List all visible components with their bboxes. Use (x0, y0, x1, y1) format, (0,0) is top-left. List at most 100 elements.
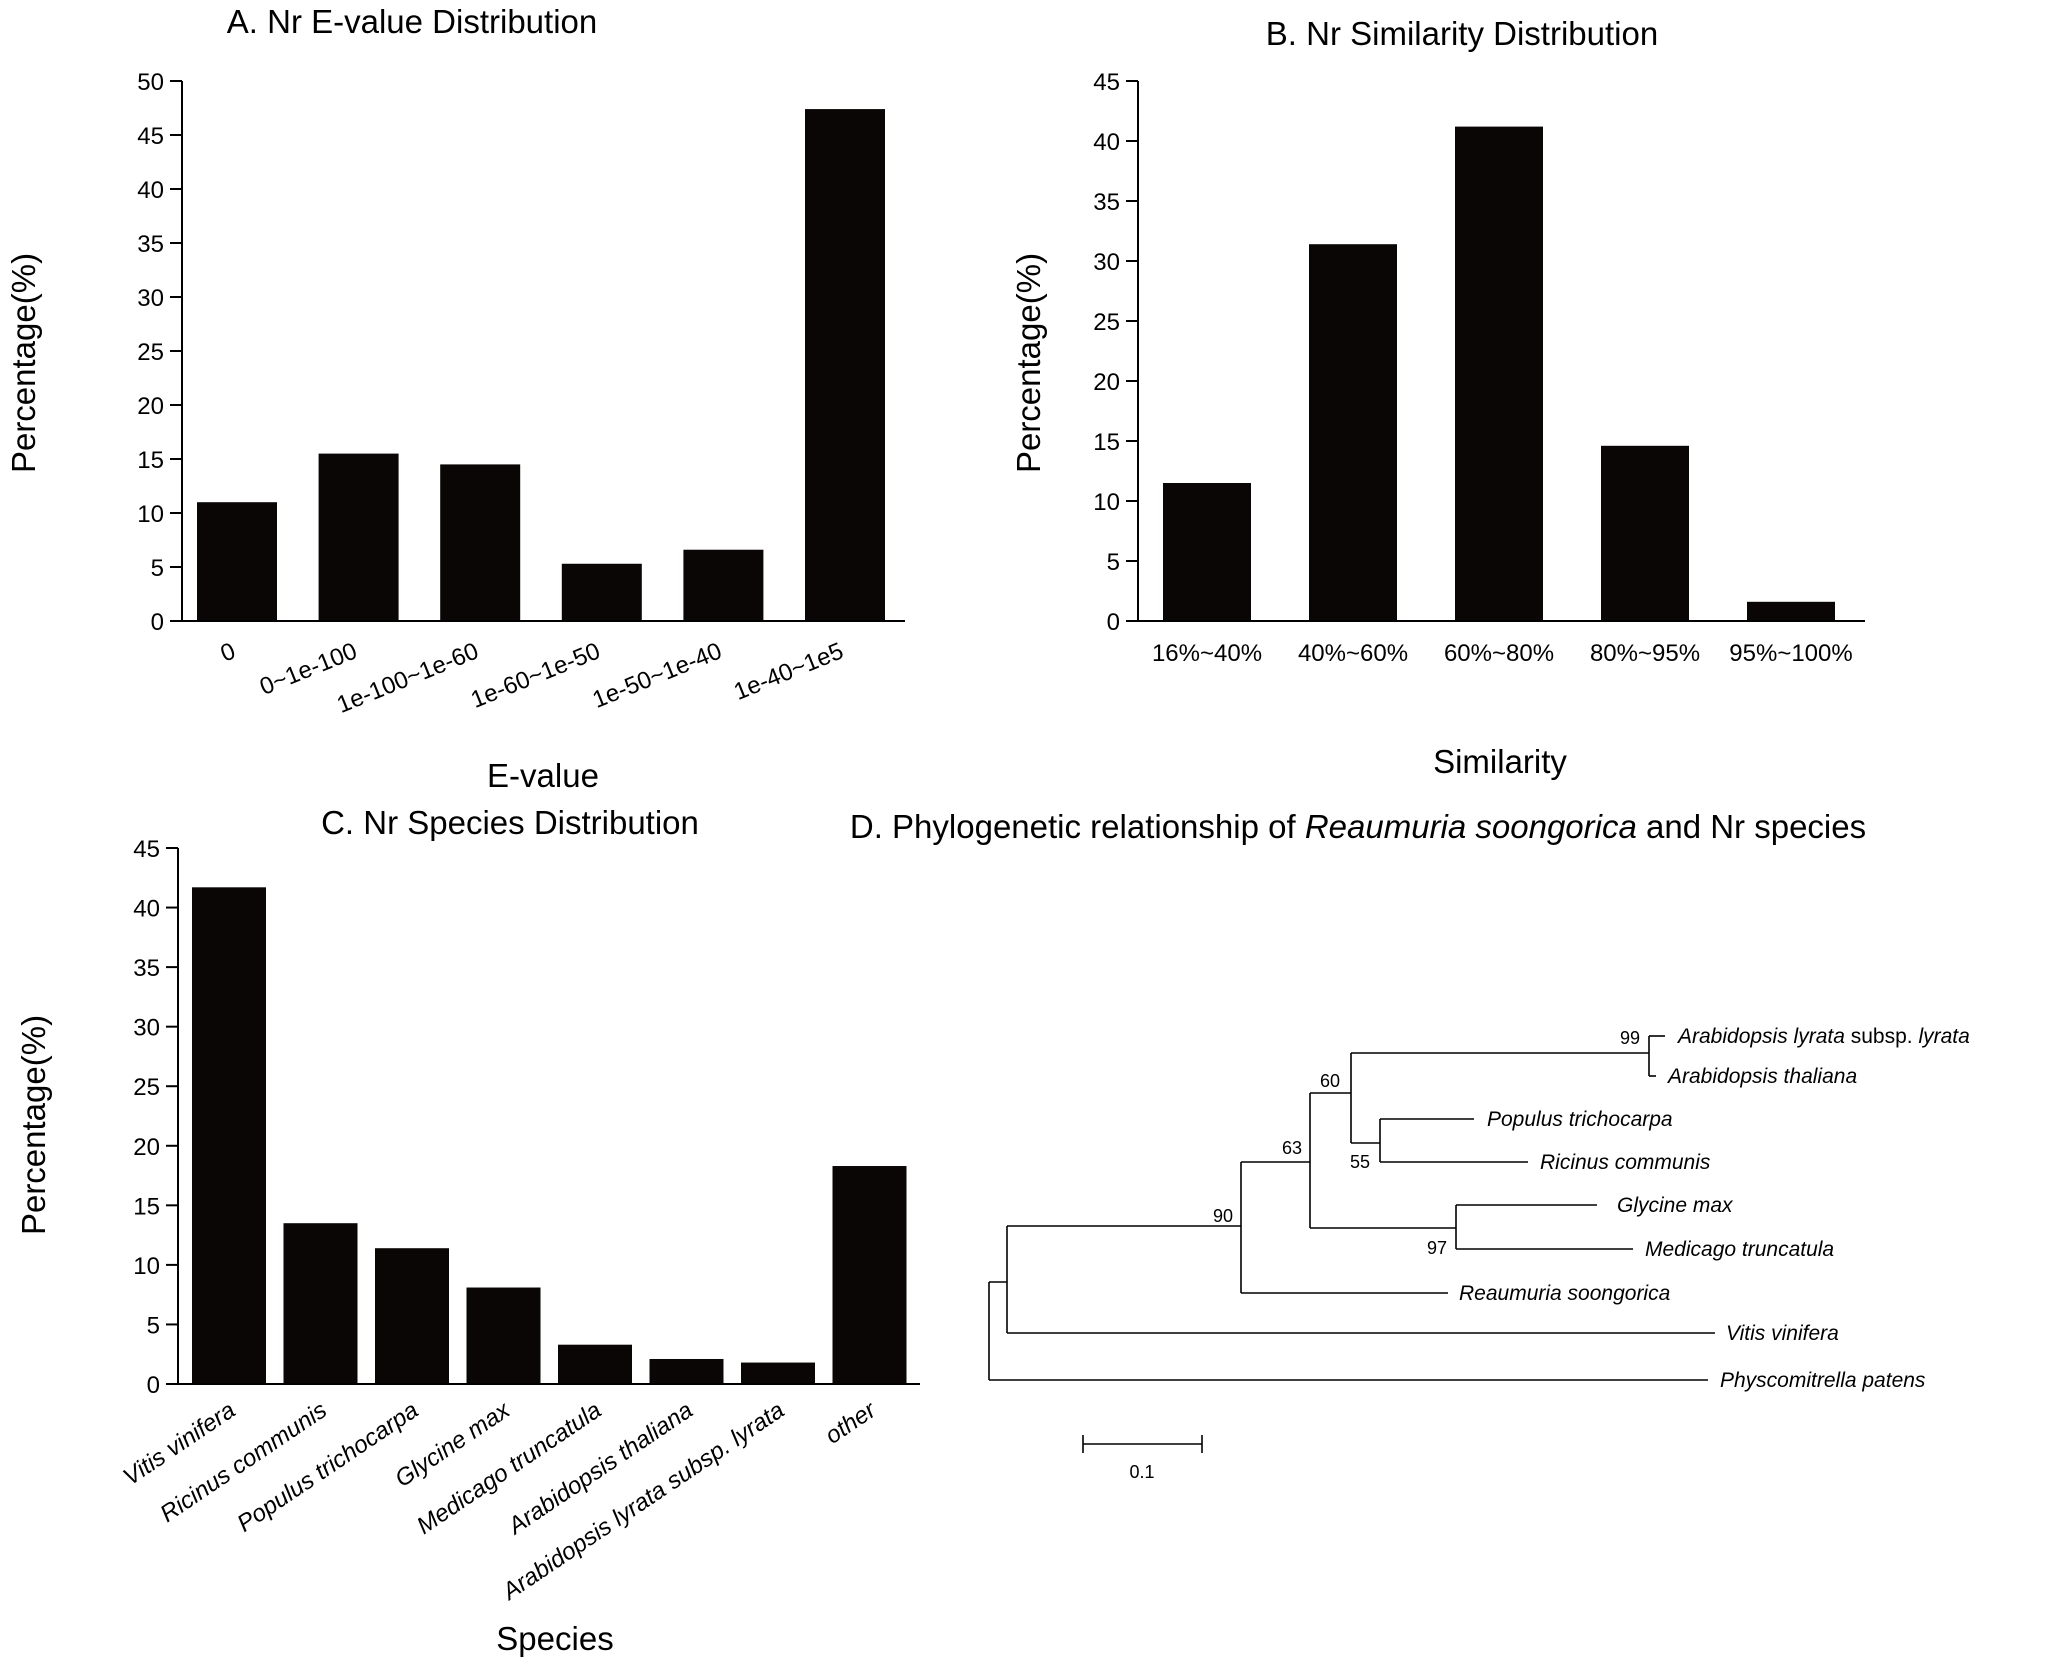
y-tick-label: 40 (137, 177, 164, 204)
panel-a-category-labels: 0 0~1e-1001e-100~1e-601e-60~1e-501e-50~1e… (217, 638, 848, 719)
panel-c-y-ticks: 0 5 10 15 20 25 30 35 40 45 (133, 836, 178, 1399)
bar (1163, 483, 1251, 621)
bar (466, 1287, 541, 1384)
panel-a-evalue-chart: A. Nr E-value Distribution Percentage(%)… (5, 3, 905, 794)
category-label: 60%~80% (1444, 640, 1554, 667)
y-tick-label: 40 (133, 896, 160, 923)
taxon-label-ricinus-communis: Ricinus communis (1540, 1151, 1711, 1174)
y-tick-label: 20 (133, 1134, 160, 1161)
category-label: 95%~100% (1729, 640, 1852, 667)
panel-d-title-species: Reaumuria soongorica (1305, 808, 1637, 845)
y-tick-label: 15 (137, 447, 164, 474)
bar (558, 1344, 632, 1384)
y-tick-label: 5 (1107, 549, 1120, 576)
bar (1601, 445, 1689, 621)
y-tick-label: 10 (133, 1253, 160, 1280)
bar (741, 1362, 815, 1384)
category-label: 80%~95% (1590, 640, 1700, 667)
bar (440, 464, 521, 621)
y-tick-label: 25 (133, 1074, 160, 1101)
y-tick-label: 10 (137, 501, 164, 528)
panel-b-bars (1163, 126, 1835, 621)
tree-taxa-labels: Arabidopsis lyrata subsp. lyrata Arabido… (1459, 1025, 1970, 1392)
bar (1747, 601, 1835, 621)
taxon-label-physcomitrella-patens: Physcomitrella patens (1720, 1369, 1926, 1392)
y-tick-label: 15 (1093, 429, 1120, 456)
y-tick-label: 15 (133, 1193, 160, 1220)
panel-d-title-suffix: and Nr species (1637, 808, 1866, 845)
bar (197, 502, 277, 621)
y-tick-label: 35 (137, 231, 164, 258)
support-value: 55 (1350, 1152, 1370, 1172)
panel-a-bars (197, 109, 885, 621)
panel-a-y-ticks: 0 5 10 15 20 25 30 35 40 45 50 (137, 69, 182, 636)
bar (832, 1166, 907, 1384)
category-label: other (820, 1396, 881, 1450)
category-label: 1e-40~1e5 (730, 638, 847, 706)
panel-d-title: D. Phylogenetic relationship of Reaumuri… (850, 808, 1866, 845)
y-tick-label: 20 (137, 393, 164, 420)
support-value: 63 (1282, 1138, 1302, 1158)
panel-a-x-axis-title: E-value (487, 757, 599, 794)
y-tick-label: 25 (1093, 309, 1120, 336)
support-value: 97 (1427, 1238, 1447, 1258)
support-value: 99 (1620, 1028, 1640, 1048)
bar (192, 887, 266, 1384)
y-tick-label: 0 (147, 1372, 160, 1399)
panel-a-title: A. Nr E-value Distribution (227, 3, 597, 40)
y-tick-label: 45 (1093, 69, 1120, 96)
category-label: 16%~40% (1152, 640, 1262, 667)
y-tick-label: 5 (147, 1312, 160, 1339)
y-tick-label: 0 (1107, 609, 1120, 636)
panel-c-species-chart: C. Nr Species Distribution Percentage(%)… (15, 804, 920, 1657)
taxon-label-arabidopsis-lyrata: Arabidopsis lyrata subsp. lyrata (1676, 1025, 1970, 1048)
panel-d-phylogenetic-tree: D. Phylogenetic relationship of Reaumuri… (850, 808, 1970, 1482)
scale-bar-label: 0.1 (1129, 1462, 1154, 1482)
taxon-label-reaumuria-soongorica: Reaumuria soongorica (1459, 1282, 1670, 1305)
taxon-label-populus-trichocarpa: Populus trichocarpa (1487, 1108, 1673, 1131)
panel-c-bars (192, 887, 907, 1384)
category-label: 1e-60~1e-50 (467, 638, 604, 714)
y-tick-label: 35 (1093, 189, 1120, 216)
bar (1455, 126, 1543, 621)
panel-d-title-prefix: D. Phylogenetic relationship of (850, 808, 1305, 845)
y-tick-label: 50 (137, 69, 164, 96)
bar (318, 453, 399, 621)
bar (649, 1358, 724, 1384)
panel-b-y-axis-title: Percentage(%) (1010, 253, 1047, 473)
y-tick-label: 0 (151, 609, 164, 636)
bar (683, 549, 764, 621)
tree-support-values: 99 60 55 63 97 90 (1213, 1028, 1640, 1258)
taxon-label-medicago-truncatula: Medicago truncatula (1645, 1238, 1834, 1261)
panel-b-similarity-chart: B. Nr Similarity Distribution Percentage… (1010, 15, 1865, 780)
y-tick-label: 30 (133, 1015, 160, 1042)
bar (375, 1248, 449, 1384)
panel-b-y-ticks: 0 5 10 15 20 25 30 35 40 45 (1093, 69, 1138, 636)
y-tick-label: 10 (1093, 489, 1120, 516)
panel-c-y-axis-title: Percentage(%) (15, 1015, 52, 1235)
taxon-label-glycine-max: Glycine max (1617, 1194, 1734, 1217)
panel-b-x-axis-title: Similarity (1433, 743, 1567, 780)
panel-b-category-labels: 16%~40% 40%~60% 60%~80% 80%~95% 95%~100% (1152, 640, 1853, 667)
bar (283, 1223, 358, 1384)
support-value: 60 (1320, 1071, 1340, 1091)
tree-scale-bar: 0.1 (1082, 1435, 1203, 1482)
panel-c-x-axis-title: Species (496, 1620, 613, 1657)
category-label: 40%~60% (1298, 640, 1408, 667)
y-tick-label: 45 (133, 836, 160, 863)
panel-a-y-axis-title: Percentage(%) (5, 253, 42, 473)
category-label: 1e-50~1e-40 (589, 638, 726, 714)
y-tick-label: 20 (1093, 369, 1120, 396)
y-tick-label: 5 (151, 555, 164, 582)
y-tick-label: 35 (133, 955, 160, 982)
category-label: 0 (217, 638, 240, 668)
taxon-label-vitis-vinifera: Vitis vinifera (1726, 1322, 1839, 1345)
y-tick-label: 30 (137, 285, 164, 312)
tree-branches (988, 1035, 1715, 1381)
y-tick-label: 30 (1093, 249, 1120, 276)
y-tick-label: 45 (137, 123, 164, 150)
bar (561, 563, 642, 621)
bar (805, 109, 885, 621)
